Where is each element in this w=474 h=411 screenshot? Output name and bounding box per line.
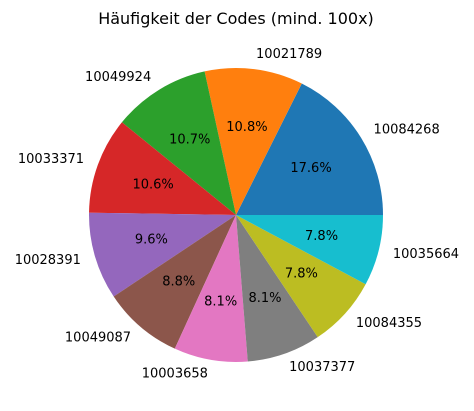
pie-percent-label: 8.1% [248,291,281,306]
chart-title: Häufigkeit der Codes (mind. 100x) [98,9,374,28]
pie-slice-10035664 [236,215,383,285]
pie-category-label: 10049924 [85,70,151,85]
pie-slice-10003658 [174,215,248,363]
pie-percent-label: 10.8% [226,120,267,135]
pie-percent-label: 7.8% [285,267,318,282]
pie-slice-10033371 [89,122,236,215]
pie-category-label: 10035664 [393,247,459,262]
pie-slice-10084268 [236,83,383,215]
pie-percent-label: 8.8% [162,275,195,290]
pie-category-label: 10049087 [65,331,131,346]
pie-slices [89,68,383,363]
pie-slice-10084355 [236,215,366,338]
pie-category-label: 10021789 [256,47,322,62]
pie-percent-label: 9.6% [135,232,168,247]
pie-slice-10037377 [236,215,318,362]
pie-category-label: 10028391 [15,253,81,268]
pie-category-label: 10037377 [289,360,355,375]
pie-category-label: 10084355 [356,316,422,331]
pie-percent-label: 7.8% [305,229,338,244]
pie-slice-10049087 [113,215,236,349]
pie-slice-10028391 [89,212,236,297]
pie-percent-label: 17.6% [290,161,331,176]
pie-percent-label: 10.7% [169,132,210,147]
pie-labels: 17.6% 10084268 10.8% 10021789 10.7% 10049924 1… [15,47,459,382]
pie-slice-10049924 [121,71,236,215]
pie-slice-10021789 [204,68,302,215]
pie-category-label: 10003658 [142,367,208,382]
pie-percent-label: 8.1% [204,294,237,309]
pie-percent-label: 10.6% [132,177,173,192]
pie-category-label: 10033371 [18,152,84,167]
pie-category-label: 10084268 [374,123,440,138]
